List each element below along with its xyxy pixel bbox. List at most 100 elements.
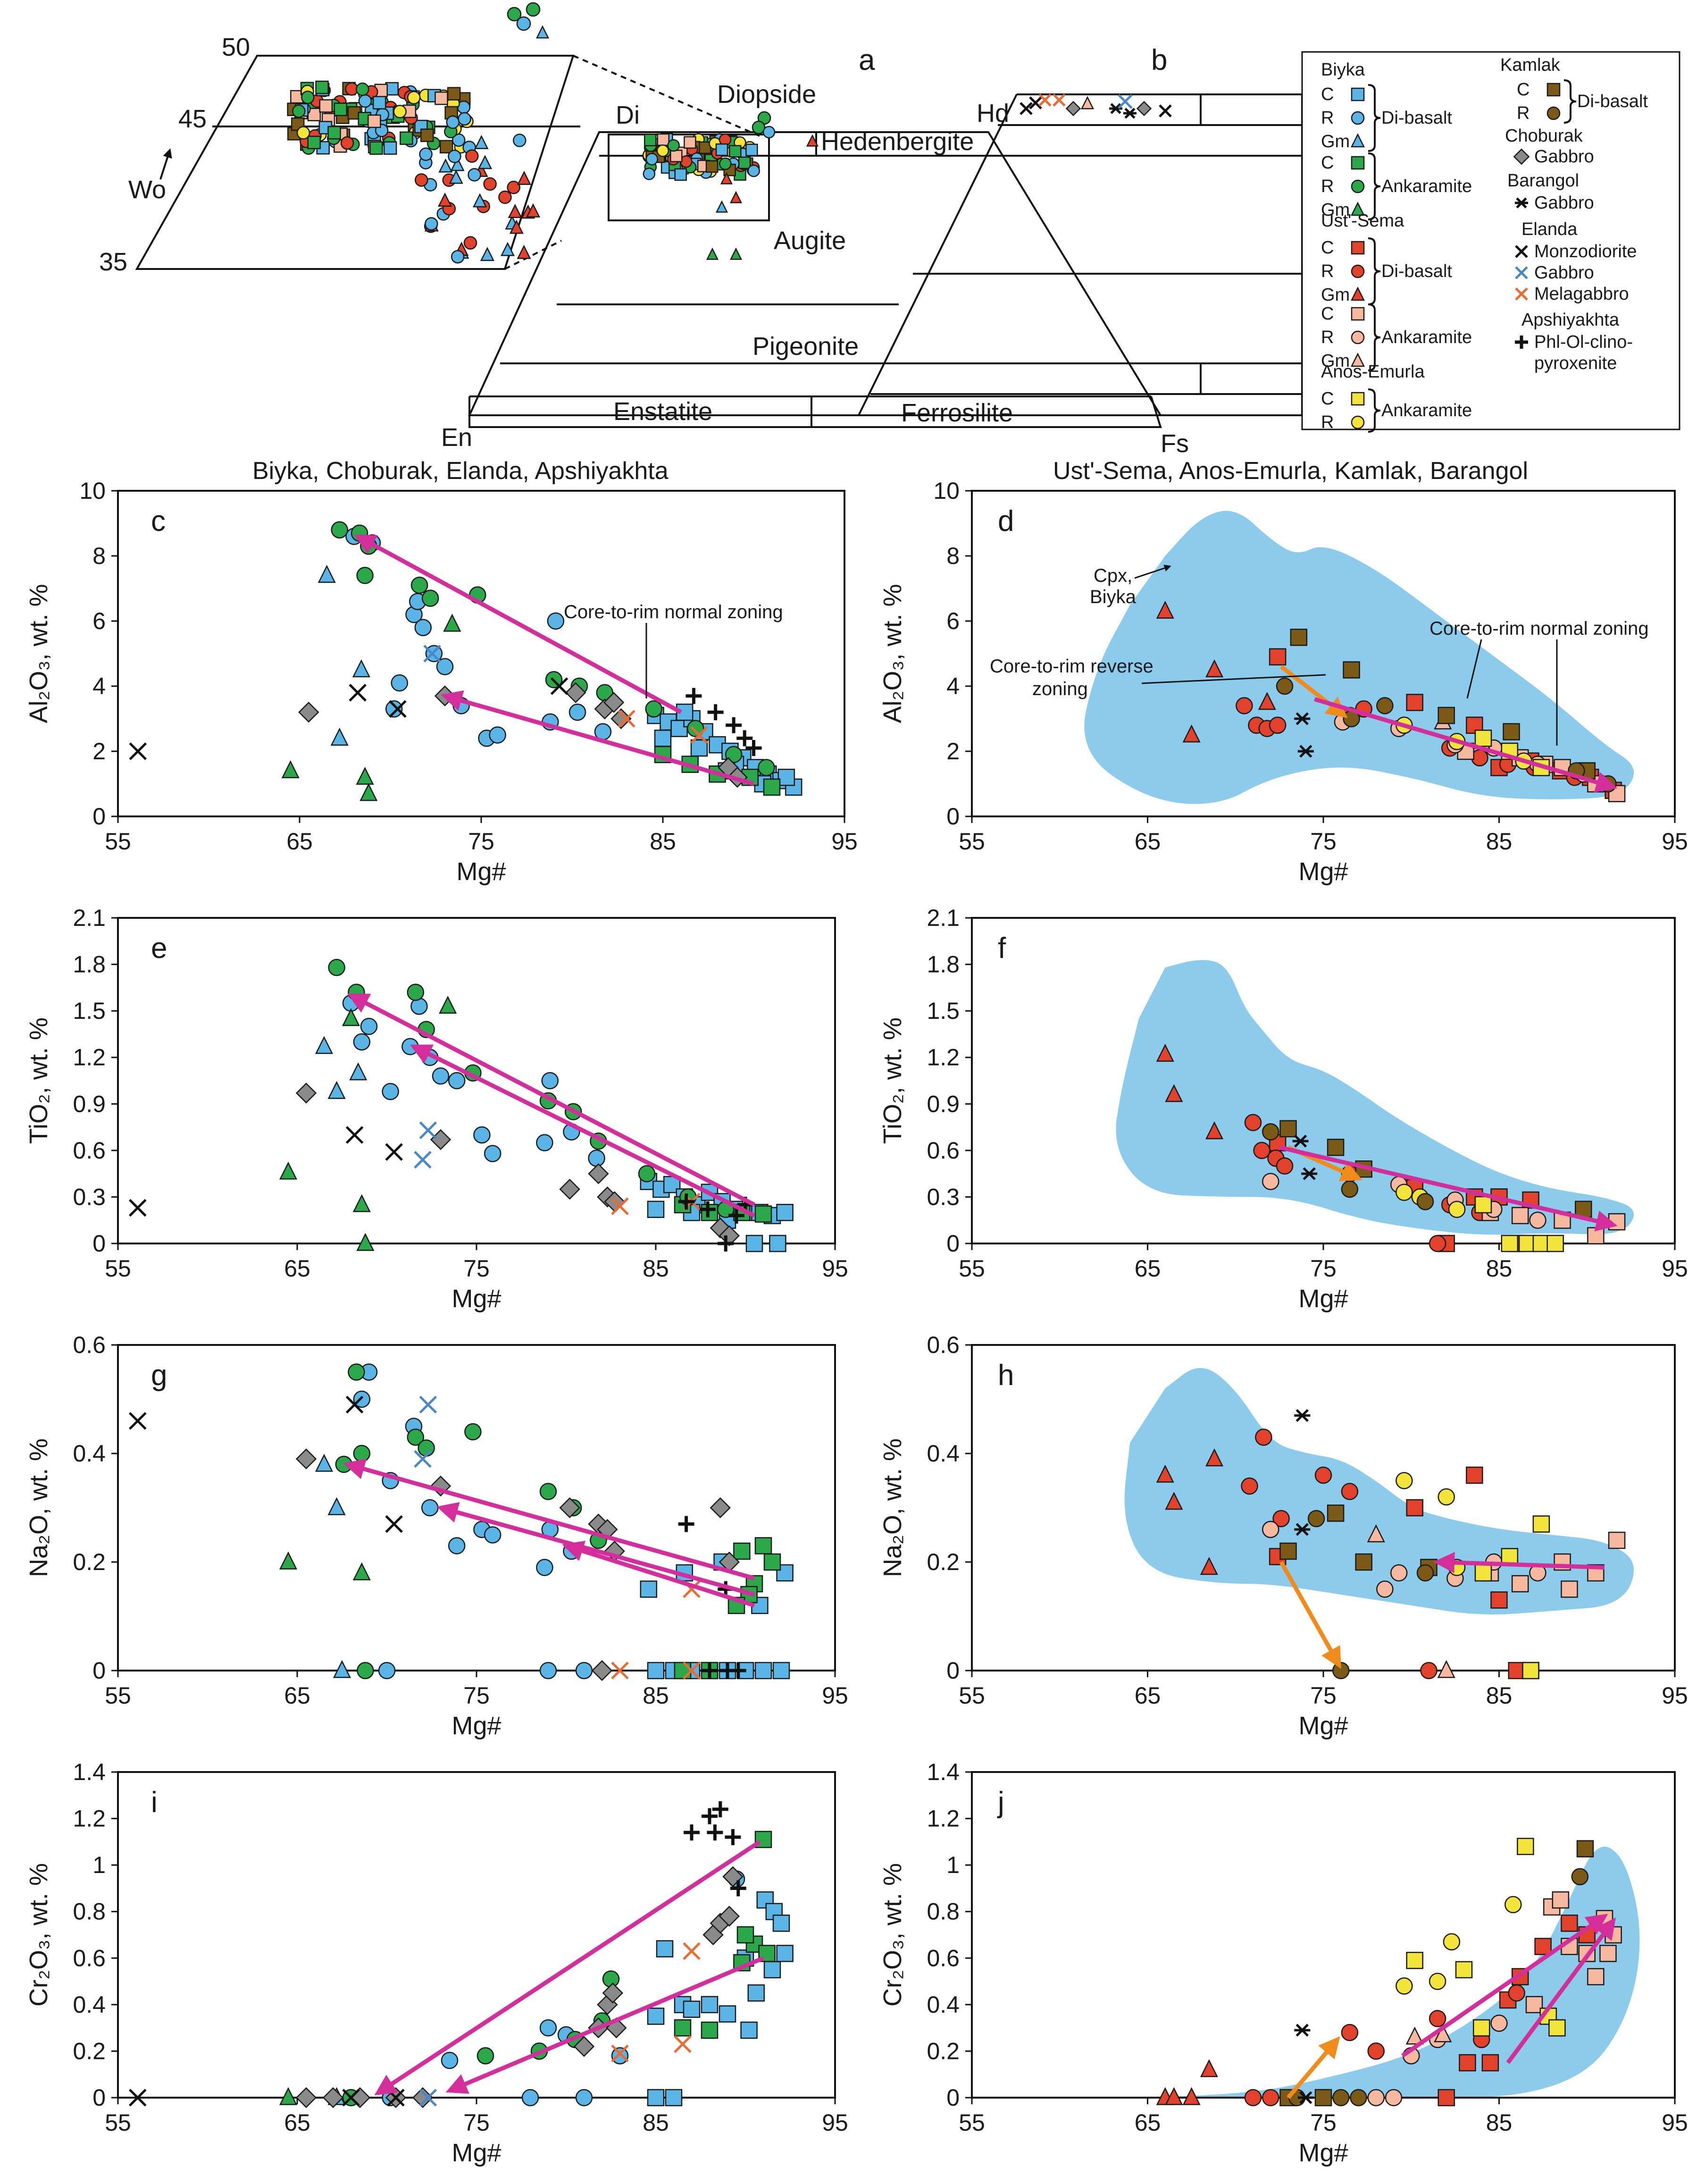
ternary-point xyxy=(1080,96,1095,109)
data-point xyxy=(1571,1868,1589,1886)
ternary-point xyxy=(745,143,758,157)
data-point xyxy=(685,688,702,704)
data-point xyxy=(1406,694,1423,711)
data-point xyxy=(1205,659,1224,678)
legend-row-code: R xyxy=(1321,412,1334,432)
x-tick-label: 95 xyxy=(1662,828,1688,855)
data-point xyxy=(1156,600,1174,619)
y-tick-label: 0.8 xyxy=(73,1898,106,1925)
data-point xyxy=(349,1062,368,1081)
series-ankaramite-gm-ust-sema- xyxy=(1405,2024,1452,2045)
ternary-point xyxy=(516,16,531,31)
legend-swatch xyxy=(1351,307,1365,321)
data-point xyxy=(412,2087,434,2108)
legend-brace xyxy=(1368,388,1381,433)
legend-brace xyxy=(1563,79,1577,124)
x-tick-label: 95 xyxy=(822,2109,848,2136)
y-tick-label: 0.3 xyxy=(73,1184,106,1210)
data-point xyxy=(730,1663,746,1679)
data-point xyxy=(575,1662,593,1680)
x-tick-label: 85 xyxy=(643,1682,669,1709)
data-point xyxy=(747,1984,765,2002)
legend-swatch xyxy=(1351,179,1365,193)
legend-row-code: Gm xyxy=(1321,132,1350,151)
wo-35-label: 35 xyxy=(99,248,127,276)
data-point xyxy=(315,1036,334,1054)
data-point xyxy=(129,742,147,760)
y-tick-label: 2.1 xyxy=(927,905,960,931)
series-kamlak-r xyxy=(1288,1868,1589,2107)
data-point xyxy=(1406,1951,1423,1969)
data-point xyxy=(1156,1464,1174,1483)
x-tick-label: 95 xyxy=(1662,1255,1688,1282)
data-point xyxy=(521,2089,539,2107)
x-axis-label: Mg# xyxy=(1298,1712,1348,1740)
ternary-point xyxy=(483,177,497,191)
x-tick-label: 75 xyxy=(463,1682,490,1709)
wo-arrow xyxy=(159,148,172,180)
data-point xyxy=(327,1081,346,1099)
data-point xyxy=(318,565,336,583)
data-point xyxy=(1474,1196,1492,1214)
series-biyka-r xyxy=(342,994,605,1167)
x-tick-label: 75 xyxy=(463,1255,490,1282)
y-tick-label: 0.6 xyxy=(73,1332,106,1358)
x-axis-label: Mg# xyxy=(1298,1285,1348,1313)
zoning-arrow xyxy=(354,534,682,714)
data-point xyxy=(1272,1510,1290,1528)
data-point xyxy=(1205,1121,1224,1140)
data-point xyxy=(356,1233,375,1251)
ternary-point xyxy=(425,217,438,231)
y-tick-label: 1.2 xyxy=(73,1044,106,1071)
data-point xyxy=(758,759,775,776)
series-kamlak-r xyxy=(1262,1123,1434,1210)
series-ankaramite-r xyxy=(335,1363,607,1680)
series-biyka-r xyxy=(342,1870,745,2107)
ternary-point xyxy=(752,120,766,134)
zoning-arrow xyxy=(1506,1917,1616,2064)
x-tick-label: 85 xyxy=(1486,2109,1513,2136)
legend-swatch xyxy=(1546,106,1561,120)
ternary-point xyxy=(674,168,687,181)
data-point xyxy=(342,2089,360,2107)
ternary-point xyxy=(307,135,321,150)
panel-g: 55 65 75 85 95 0 0.2 0.4 0.6 Mg# Na₂O, wt. % g xyxy=(25,1332,848,1740)
ternary-point xyxy=(474,134,489,149)
y-axis-label: Na₂O, wt. % xyxy=(878,1438,907,1577)
legend-swatch xyxy=(1515,245,1528,258)
data-point xyxy=(1438,2089,1455,2107)
series-ankaramite-gm xyxy=(279,2087,298,2105)
x-tick-label: 55 xyxy=(105,2109,131,2136)
data-point xyxy=(1608,1531,1626,1549)
ternary-point xyxy=(729,145,742,158)
data-point xyxy=(430,1129,451,1151)
series-apshiyakhta xyxy=(685,688,762,756)
zoning-arrow xyxy=(410,1044,755,1218)
data-point xyxy=(647,2089,665,2107)
x-tick-label: 85 xyxy=(643,1255,669,1282)
data-point xyxy=(769,1235,786,1252)
hd-label: Hd xyxy=(977,99,1009,127)
legend-group-title: Ust'-Sema xyxy=(1321,211,1404,231)
data-point xyxy=(1200,2059,1218,2077)
data-point xyxy=(345,1126,364,1144)
x-tick-label: 55 xyxy=(959,1682,985,1709)
y-tick-label: 2 xyxy=(92,738,106,764)
data-point xyxy=(665,2089,683,2107)
ternary-point xyxy=(319,99,333,113)
data-point xyxy=(1473,2019,1490,2037)
data-point xyxy=(1292,1134,1309,1148)
zoning-arrow xyxy=(1279,665,1348,718)
data-point xyxy=(701,1996,719,2014)
data-point xyxy=(728,1207,744,1224)
legend-rock-label: Ankaramite xyxy=(1381,328,1472,347)
data-point xyxy=(763,1961,781,1979)
data-point xyxy=(1434,2024,1452,2042)
annotations: Core-to-rim normal zoning Core-to-rim nor… xyxy=(564,564,1649,746)
zoning-arrow xyxy=(1314,697,1618,793)
y-tick-label: 0.4 xyxy=(73,1991,106,2018)
x-axis-label: Mg# xyxy=(1298,857,1348,886)
legend-group-title: Apshiyakhta xyxy=(1521,310,1620,330)
ternary-point xyxy=(738,156,751,169)
y-tick-label: 8 xyxy=(946,543,960,569)
